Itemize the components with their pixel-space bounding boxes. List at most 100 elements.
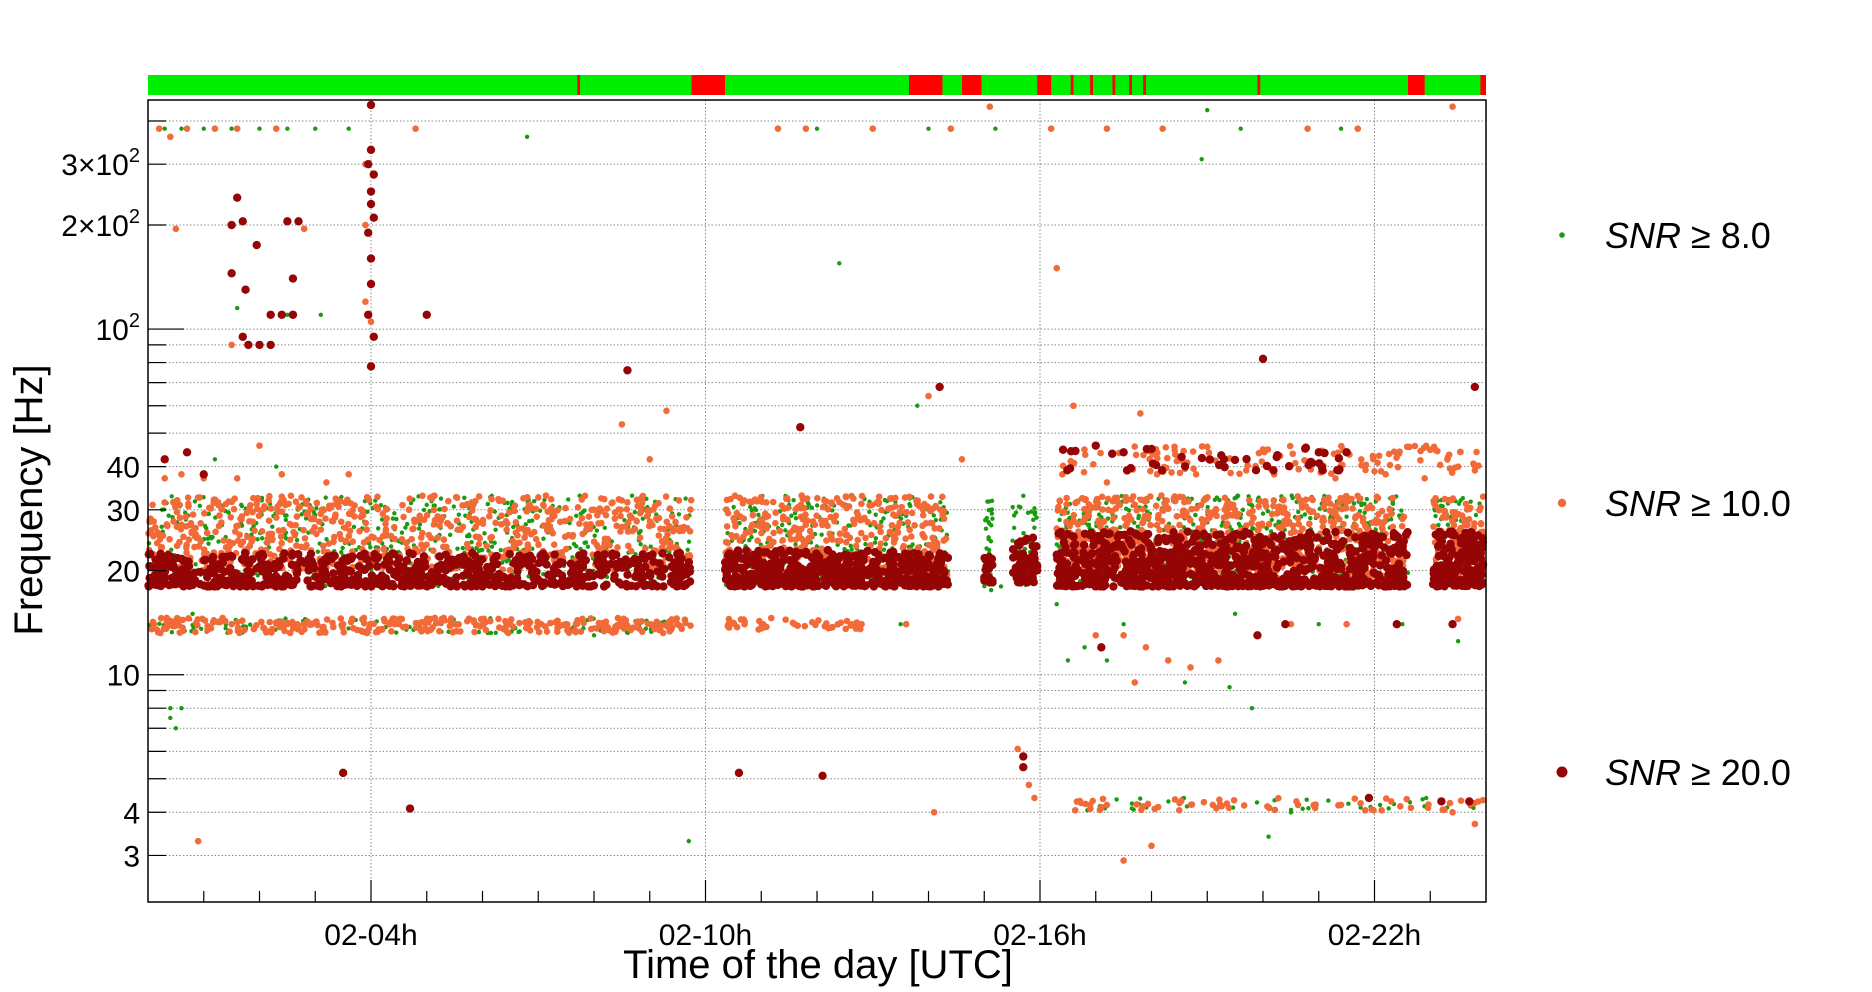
data-point (294, 537, 300, 543)
data-point (1056, 497, 1064, 505)
data-point (1209, 801, 1217, 809)
data-point (645, 568, 655, 578)
data-point (1235, 493, 1241, 499)
data-point (234, 627, 242, 635)
data-point (1471, 467, 1479, 474)
data-point (644, 507, 652, 514)
data-point (1358, 805, 1363, 810)
data-point (463, 567, 473, 576)
data-point (398, 615, 406, 623)
data-point (283, 517, 289, 523)
data-point (1070, 402, 1077, 410)
data-point (195, 543, 203, 550)
data-point (1342, 504, 1350, 512)
data-point (914, 497, 922, 504)
data-point (675, 497, 683, 504)
data-point (1236, 521, 1242, 527)
data-point (486, 513, 493, 520)
data-point (983, 526, 989, 531)
data-point (1224, 510, 1231, 517)
data-point (392, 511, 397, 516)
data-point (1225, 804, 1233, 812)
data-point (241, 579, 251, 589)
data-point (936, 506, 944, 513)
data-point (248, 582, 258, 591)
data-point (1382, 471, 1389, 478)
data-point (1309, 508, 1317, 515)
data-point (587, 625, 595, 633)
data-point (547, 619, 554, 627)
data-point (1032, 506, 1037, 511)
data-point (1332, 503, 1339, 510)
data-point (159, 532, 167, 539)
data-point (229, 126, 234, 131)
data-point (1265, 509, 1271, 514)
data-point (898, 503, 905, 511)
data-point (459, 552, 468, 562)
data-point (1337, 494, 1345, 502)
data-point (353, 570, 363, 580)
data-point (278, 493, 286, 500)
data-point (309, 514, 317, 522)
data-point (529, 518, 535, 523)
data-point (809, 505, 815, 510)
data-point (1254, 800, 1260, 805)
data-point (891, 536, 898, 544)
data-point (249, 518, 257, 525)
data-point (512, 540, 519, 547)
data-point (213, 573, 223, 582)
data-point (641, 562, 650, 572)
data-point (1227, 469, 1234, 477)
data-point (427, 534, 435, 542)
data-point (604, 535, 612, 543)
data-point (151, 555, 161, 565)
data-point (1368, 504, 1376, 512)
data-point (471, 628, 478, 636)
data-point (1396, 803, 1404, 810)
data-point (237, 515, 244, 523)
data-point (1256, 497, 1264, 505)
data-point (299, 512, 304, 517)
data-point (1013, 510, 1019, 515)
data-point (869, 125, 877, 132)
data-point (731, 504, 736, 510)
data-point (313, 499, 321, 507)
data-point (984, 546, 989, 551)
data-point (498, 581, 507, 591)
data-point (535, 541, 542, 549)
data-point (1200, 497, 1208, 504)
data-point (511, 502, 519, 509)
data-point (169, 579, 178, 588)
data-point (1440, 503, 1445, 509)
data-point (1203, 443, 1211, 451)
data-point (837, 261, 842, 266)
data-point (204, 525, 209, 531)
data-point (878, 506, 885, 514)
data-point (656, 626, 664, 634)
data-point (814, 126, 820, 131)
data-point (154, 529, 162, 536)
data-point (1295, 465, 1302, 473)
data-point (524, 541, 532, 548)
data-point (1250, 525, 1255, 531)
data-point (542, 623, 549, 630)
data-point (590, 538, 598, 545)
data-point (469, 505, 476, 513)
data-point (894, 523, 902, 531)
data-point (1286, 442, 1294, 450)
data-point (1326, 507, 1334, 514)
data-point (653, 618, 661, 626)
data-point (218, 506, 226, 513)
data-point (1205, 107, 1210, 113)
data-point (786, 529, 794, 537)
data-point (836, 537, 844, 545)
data-point (636, 530, 642, 536)
data-point (192, 499, 198, 504)
data-point (1131, 501, 1139, 508)
data-point (183, 549, 190, 557)
data-point (349, 615, 356, 623)
data-point (301, 535, 309, 542)
segment-bad (1129, 75, 1132, 95)
data-point (425, 619, 432, 626)
data-point (212, 528, 219, 536)
